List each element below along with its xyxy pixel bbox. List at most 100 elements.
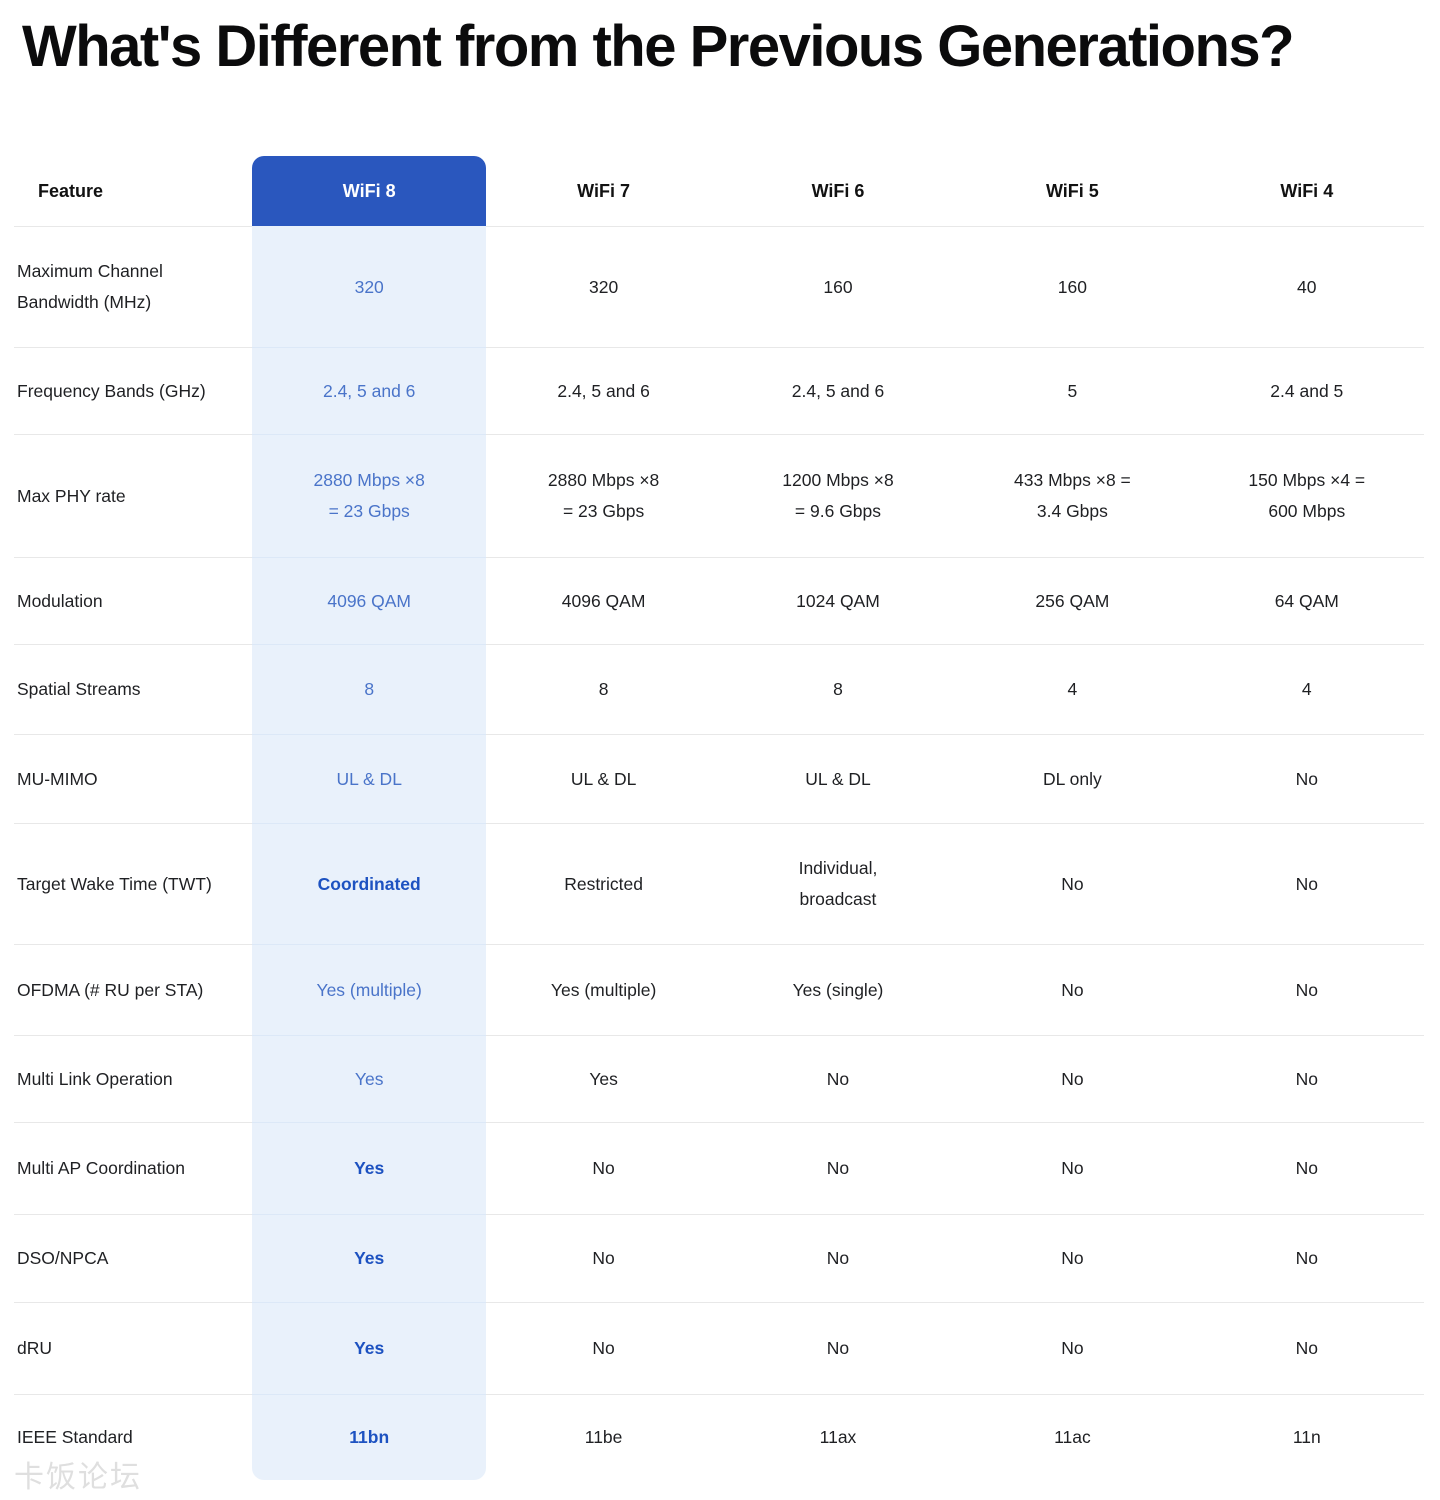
wifi8-value-cell: 2.4, 5 and 6 [252,347,487,434]
wifi8-value-cell: 2880 Mbps ×8 = 23 Gbps [252,434,487,557]
table-row: Spatial Streams 8 8 8 4 4 [14,644,1424,734]
wifi7-value-cell: No [486,1122,721,1214]
comparison-table: Feature WiFi 8 WiFi 7 WiFi 6 WiFi 5 WiFi… [14,156,1424,1480]
table-header-row: Feature WiFi 8 WiFi 7 WiFi 6 WiFi 5 WiFi… [14,156,1424,226]
wifi7-value-cell: 8 [486,644,721,734]
feature-cell: IEEE Standard [14,1394,252,1480]
wifi4-value-cell: No [1189,1214,1424,1302]
feature-cell: dRU [14,1302,252,1394]
table-row: Modulation 4096 QAM 4096 QAM 1024 QAM 25… [14,557,1424,644]
feature-cell: Target Wake Time (TWT) [14,823,252,944]
feature-cell: Multi AP Coordination [14,1122,252,1214]
wifi4-value-cell: No [1189,1035,1424,1122]
feature-cell: Maximum Channel Bandwidth (MHz) [14,226,252,347]
wifi6-value-cell: 1024 QAM [720,557,956,644]
wifi5-value-cell: 4 [955,644,1190,734]
feature-cell: Spatial Streams [14,644,252,734]
feature-cell: MU-MIMO [14,734,252,823]
table-row: Max PHY rate 2880 Mbps ×8 = 23 Gbps 2880… [14,434,1424,557]
table-row: DSO/NPCA Yes No No No No [14,1214,1424,1302]
wifi6-value-cell: 11ax [720,1394,956,1480]
wifi7-value-cell: Yes (multiple) [486,944,721,1035]
table-row: Multi AP Coordination Yes No No No No [14,1122,1424,1214]
table-row: OFDMA (# RU per STA) Yes (multiple) Yes … [14,944,1424,1035]
wifi4-value-cell: No [1189,734,1424,823]
feature-cell: DSO/NPCA [14,1214,252,1302]
wifi7-value-cell: 2880 Mbps ×8 = 23 Gbps [486,434,721,557]
wifi4-value-cell: 150 Mbps ×4 = 600 Mbps [1189,434,1424,557]
wifi7-value-cell: UL & DL [486,734,721,823]
wifi6-value-cell: 1200 Mbps ×8 = 9.6 Gbps [720,434,956,557]
wifi5-value-cell: 5 [955,347,1190,434]
wifi7-value-cell: 4096 QAM [486,557,721,644]
wifi6-value-cell: No [720,1302,956,1394]
wifi4-value-cell: No [1189,1122,1424,1214]
page-title: What's Different from the Previous Gener… [22,14,1295,79]
wifi5-value-cell: No [955,1214,1190,1302]
wifi4-value-cell: 2.4 and 5 [1189,347,1424,434]
table-row: IEEE Standard 11bn 11be 11ax 11ac 11n [14,1394,1424,1480]
wifi4-value-cell: 40 [1189,226,1424,347]
wifi8-value-cell: UL & DL [252,734,487,823]
wifi4-value-cell: No [1189,944,1424,1035]
table-row: Multi Link Operation Yes Yes No No No [14,1035,1424,1122]
wifi5-value-cell: 256 QAM [955,557,1190,644]
wifi4-value-cell: No [1189,1302,1424,1394]
feature-cell: Multi Link Operation [14,1035,252,1122]
wifi8-value-cell: 8 [252,644,487,734]
wifi6-value-cell: No [720,1214,956,1302]
wifi4-value-cell: 4 [1189,644,1424,734]
wifi8-value-cell: Coordinated [252,823,487,944]
feature-cell: Max PHY rate [14,434,252,557]
wifi5-value-cell: DL only [955,734,1190,823]
wifi6-value-cell: UL & DL [720,734,956,823]
column-header-wifi-6: WiFi 6 [811,180,865,201]
wifi7-value-cell: Yes [486,1035,721,1122]
wifi5-value-cell: No [955,1302,1190,1394]
column-header-feature: Feature [38,180,104,201]
feature-cell: Modulation [14,557,252,644]
wifi5-value-cell: 160 [955,226,1190,347]
wifi7-value-cell: Restricted [486,823,721,944]
wifi7-value-cell: 320 [486,226,721,347]
wifi7-value-cell: 2.4, 5 and 6 [486,347,721,434]
wifi8-value-cell: Yes [252,1302,487,1394]
wifi8-value-cell: 11bn [252,1394,487,1480]
wifi7-value-cell: No [486,1302,721,1394]
table-row: Frequency Bands (GHz) 2.4, 5 and 6 2.4, … [14,347,1424,434]
wifi6-value-cell: 2.4, 5 and 6 [720,347,956,434]
wifi4-value-cell: 11n [1189,1394,1424,1480]
wifi6-value-cell: Individual, broadcast [720,823,956,944]
wifi5-value-cell: No [955,1122,1190,1214]
table-row: dRU Yes No No No No [14,1302,1424,1394]
table-row: Maximum Channel Bandwidth (MHz) 320 320 … [14,226,1424,347]
wifi6-value-cell: Yes (single) [720,944,956,1035]
watermark: 卡饭论坛 [14,1461,142,1494]
column-header-wifi-4: WiFi 4 [1280,180,1334,201]
column-header-wifi-5: WiFi 5 [1045,180,1099,201]
feature-cell: OFDMA (# RU per STA) [14,944,252,1035]
wifi4-value-cell: 64 QAM [1189,557,1424,644]
table-row: MU-MIMO UL & DL UL & DL UL & DL DL only … [14,734,1424,823]
wifi8-value-cell: Yes [252,1214,487,1302]
table-row: Target Wake Time (TWT) Coordinated Restr… [14,823,1424,944]
wifi4-value-cell: No [1189,823,1424,944]
wifi8-value-cell: 4096 QAM [252,557,487,644]
feature-cell: Frequency Bands (GHz) [14,347,252,434]
column-header-wifi-7: WiFi 7 [577,180,631,201]
wifi7-value-cell: No [486,1214,721,1302]
wifi5-value-cell: No [955,823,1190,944]
wifi6-value-cell: 8 [720,644,956,734]
wifi7-value-cell: 11be [486,1394,721,1480]
wifi8-value-cell: Yes (multiple) [252,944,487,1035]
wifi8-value-cell: Yes [252,1035,487,1122]
wifi6-value-cell: 160 [720,226,956,347]
wifi5-value-cell: No [955,1035,1190,1122]
wifi5-value-cell: No [955,944,1190,1035]
wifi8-value-cell: Yes [252,1122,487,1214]
wifi8-value-cell: 320 [252,226,487,347]
wifi5-value-cell: 11ac [955,1394,1190,1480]
column-header-wifi-8: WiFi 8 [252,156,487,226]
wifi5-value-cell: 433 Mbps ×8 = 3.4 Gbps [955,434,1190,557]
wifi6-value-cell: No [720,1122,956,1214]
